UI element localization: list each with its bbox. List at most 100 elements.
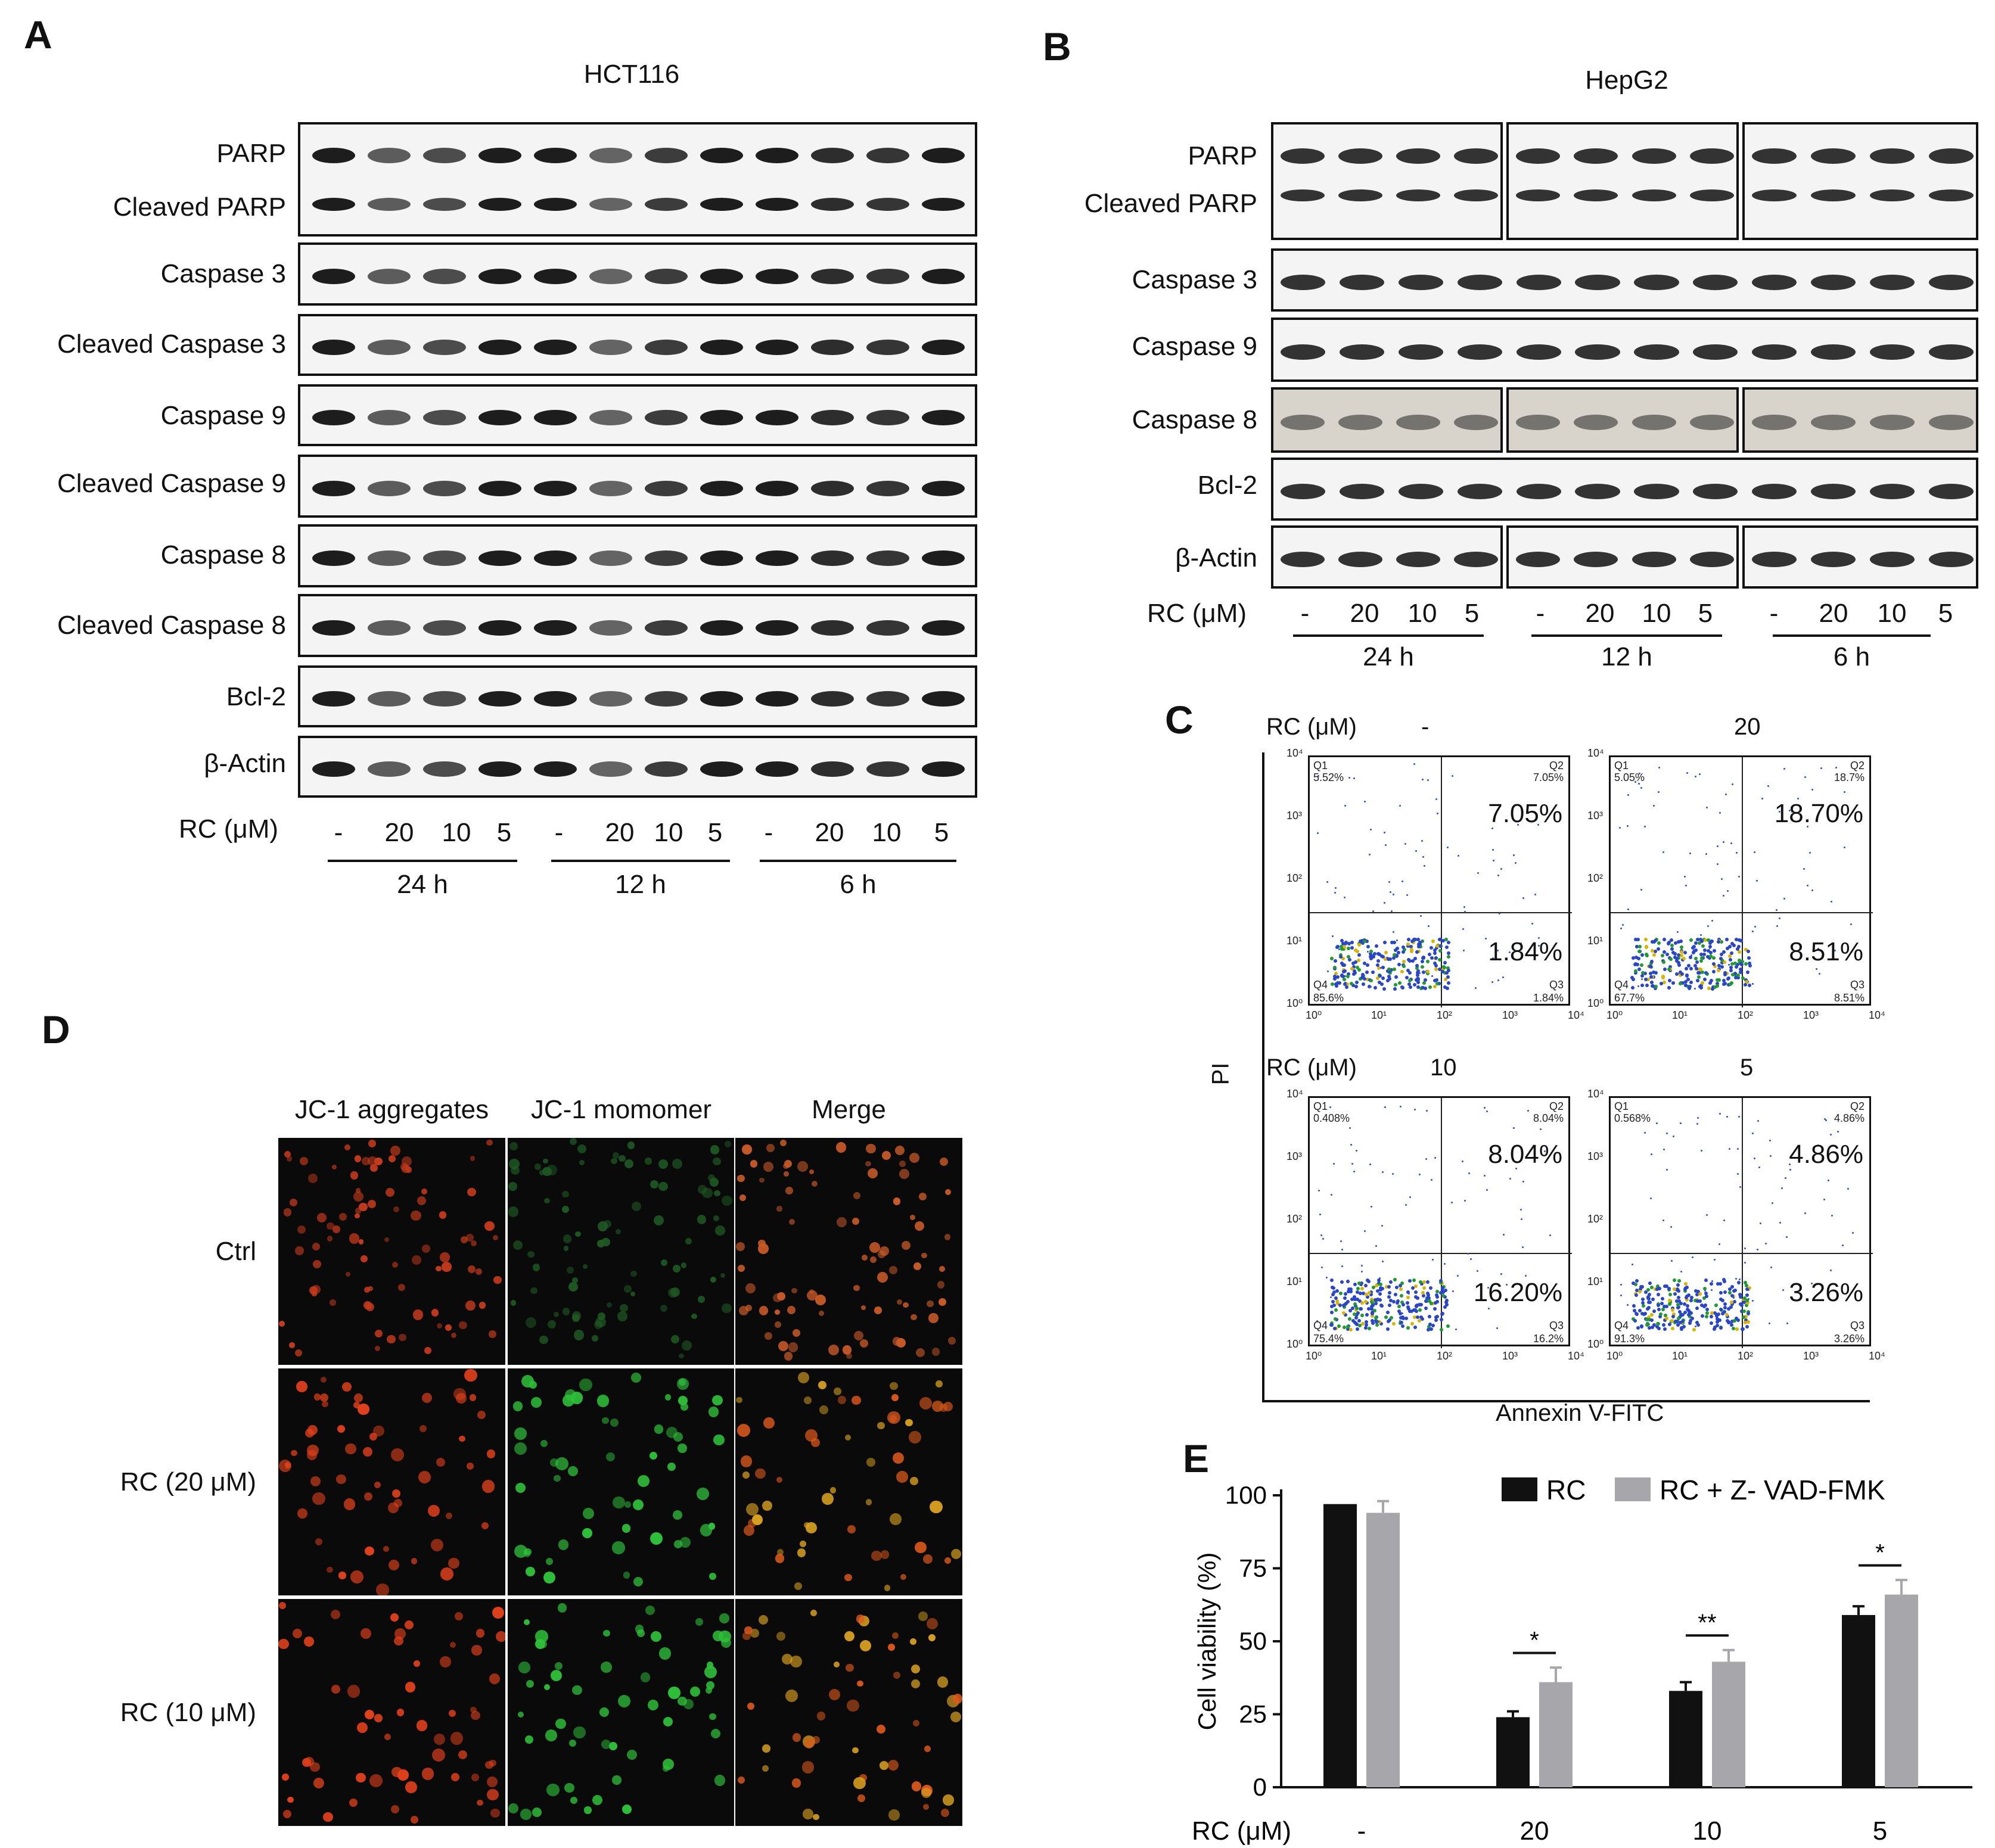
flow-event xyxy=(1330,1305,1334,1309)
cell-spot xyxy=(680,1262,687,1268)
cell-spot xyxy=(486,1139,493,1146)
flow-event xyxy=(1743,1296,1747,1300)
flow-event xyxy=(1734,975,1738,979)
flow-event xyxy=(1672,1287,1676,1291)
flow-event xyxy=(1433,961,1437,965)
flow-event xyxy=(1340,938,1344,942)
flow-event xyxy=(1355,1290,1359,1295)
flow-event xyxy=(1743,983,1747,987)
cell-spot xyxy=(553,1474,561,1482)
flow-event xyxy=(1706,938,1710,942)
cell-spot xyxy=(467,1187,476,1197)
flow-event xyxy=(1690,954,1692,957)
cell-spot xyxy=(914,1221,925,1231)
cell-spot xyxy=(606,1302,612,1308)
quadrant-q1-pct: 5.52% xyxy=(1313,771,1344,783)
flow-event xyxy=(1676,1323,1680,1327)
cell-spot xyxy=(943,1402,953,1412)
protein-band xyxy=(922,761,965,777)
flow-event xyxy=(1742,1301,1747,1305)
cell-spot xyxy=(783,1171,789,1177)
flow-event xyxy=(1418,940,1422,944)
flow-event xyxy=(1739,1295,1743,1299)
condition-label: 10 xyxy=(442,818,471,847)
x-axis-label: RC (μM) xyxy=(1192,1816,1291,1846)
flow-event xyxy=(1715,984,1719,988)
flow-event xyxy=(1716,1323,1720,1327)
cell-spot xyxy=(442,1262,452,1272)
time-underline xyxy=(1773,634,1931,637)
protein-band xyxy=(866,269,909,284)
flow-event xyxy=(1643,825,1646,827)
flow-event xyxy=(1645,984,1649,988)
flow-event xyxy=(1671,1315,1676,1319)
flow-event xyxy=(1640,1301,1645,1305)
flow-event xyxy=(1720,958,1724,962)
cell-spot xyxy=(910,1477,919,1486)
flow-event xyxy=(1353,777,1356,780)
flow-event xyxy=(1375,1297,1379,1301)
y-tick: 10⁴ xyxy=(1287,747,1303,759)
flow-event xyxy=(1343,942,1347,946)
flow-event xyxy=(1354,1322,1359,1326)
cell-spot xyxy=(402,1165,410,1173)
flow-event xyxy=(1317,775,1319,777)
cell-spot xyxy=(700,1524,713,1536)
flow-event xyxy=(1422,856,1424,858)
cell-spot xyxy=(844,1631,855,1641)
flow-event xyxy=(1387,967,1391,972)
cell-spot xyxy=(791,1288,797,1294)
flow-event xyxy=(1828,1180,1830,1182)
cell-spot xyxy=(393,1498,403,1508)
cell-spot xyxy=(715,1225,725,1236)
flow-event xyxy=(1347,955,1351,959)
flow-event xyxy=(1331,1300,1335,1304)
x-tick: 10² xyxy=(1738,1009,1754,1021)
protein-band xyxy=(423,340,466,355)
cell-spot xyxy=(383,1546,390,1553)
flow-event xyxy=(1427,1325,1431,1329)
flow-event xyxy=(1538,937,1540,939)
cell-spot xyxy=(775,1309,781,1315)
condition-label: - xyxy=(554,818,564,847)
cell-spot xyxy=(663,1716,673,1726)
flow-event xyxy=(1733,961,1738,965)
x-tick: 10¹ xyxy=(1371,1350,1387,1362)
protein-band xyxy=(1339,344,1384,360)
flow-event xyxy=(1699,985,1703,990)
protein-band xyxy=(534,410,577,425)
flow-event xyxy=(1693,956,1698,960)
flow-event xyxy=(1734,965,1738,969)
flow-event xyxy=(1736,947,1740,951)
flow-event xyxy=(1730,1284,1735,1289)
protein-band xyxy=(368,550,411,566)
flow-event xyxy=(1679,939,1683,943)
flow-event xyxy=(1469,1258,1472,1260)
flow-event xyxy=(1487,1286,1490,1289)
flow-event xyxy=(1677,963,1681,967)
cell-spot xyxy=(807,1290,818,1301)
protein-band xyxy=(1280,275,1326,290)
flow-event xyxy=(1335,984,1339,988)
flow-event xyxy=(1345,974,1350,978)
cell-spot xyxy=(601,1662,612,1673)
protein-band xyxy=(1339,275,1384,290)
y-tick: 10³ xyxy=(1287,810,1303,822)
flow-event xyxy=(1745,970,1749,975)
flow-event xyxy=(1719,939,1723,944)
cell-spot xyxy=(562,1205,569,1213)
flow-event xyxy=(1370,986,1372,988)
flow-event xyxy=(1668,965,1673,969)
flow-event xyxy=(1401,1324,1405,1329)
cell-spot xyxy=(911,1664,921,1673)
flow-event xyxy=(1640,973,1644,978)
cell-spot xyxy=(434,1733,446,1745)
flow-event xyxy=(1699,967,1703,971)
flow-event xyxy=(1401,1302,1405,1306)
flow-event xyxy=(1420,965,1424,969)
protein-band xyxy=(700,620,743,636)
cell-spot xyxy=(535,1163,542,1170)
cell-spot xyxy=(605,1452,615,1462)
condition-label: 5 xyxy=(496,818,512,847)
flow-event xyxy=(1397,981,1402,985)
